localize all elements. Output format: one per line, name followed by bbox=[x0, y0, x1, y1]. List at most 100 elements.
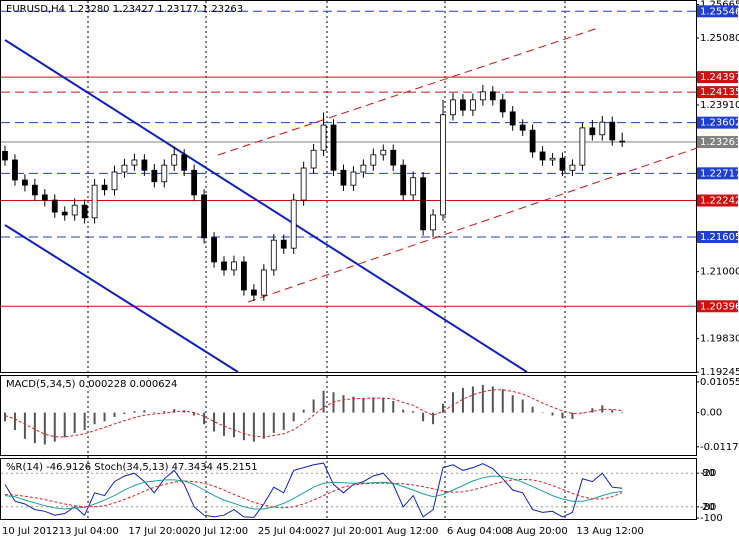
level-label: 1.24397 bbox=[700, 72, 739, 83]
candle-body bbox=[231, 261, 237, 271]
candle-body bbox=[479, 91, 486, 101]
candle-body bbox=[539, 151, 546, 161]
indicator-line bbox=[4, 462, 623, 518]
x-tick-label: 13 Jul 04:00 bbox=[59, 526, 119, 537]
histogram-bar bbox=[223, 412, 226, 436]
candle-body bbox=[221, 261, 227, 271]
candle-body bbox=[22, 179, 28, 186]
histogram-bar bbox=[601, 405, 604, 413]
histogram-bar bbox=[392, 400, 395, 413]
candle-body bbox=[559, 157, 566, 171]
candle-body bbox=[2, 150, 8, 161]
histogram-bar bbox=[203, 412, 206, 425]
level-label: 1.25546 bbox=[700, 6, 739, 17]
level-label: 1.24135 bbox=[700, 87, 739, 98]
candle-body bbox=[81, 204, 88, 219]
histogram-bar bbox=[272, 412, 275, 433]
histogram-bar bbox=[33, 412, 36, 444]
candle-body bbox=[360, 164, 367, 173]
level-box bbox=[697, 136, 738, 149]
y2-tick-label: -80 bbox=[700, 502, 716, 513]
y-tick-label: 1.25665 bbox=[700, 0, 739, 10]
histogram-bar bbox=[451, 392, 454, 413]
candle-body bbox=[241, 261, 247, 291]
y-tick-label: 1.21000 bbox=[700, 267, 739, 278]
indicator-line bbox=[4, 389, 623, 438]
histogram-bar bbox=[83, 412, 86, 431]
histogram-bar bbox=[252, 412, 255, 442]
level-label: 1.21605 bbox=[700, 232, 739, 243]
histogram-bar bbox=[442, 403, 445, 413]
channel-line bbox=[247, 147, 698, 303]
x-tick-label: 20 Jul 12:00 bbox=[188, 526, 248, 537]
candle-body bbox=[330, 124, 337, 171]
x-tick-label: 10 Jul 2012 bbox=[2, 526, 59, 537]
histogram-bar bbox=[123, 412, 126, 415]
histogram-bar bbox=[43, 412, 46, 445]
histogram-bar bbox=[153, 412, 156, 413]
candle-body bbox=[450, 99, 456, 116]
candle-body bbox=[420, 177, 427, 231]
y-tick-label: 1.23910 bbox=[700, 100, 739, 111]
candle-body bbox=[609, 121, 616, 141]
level-box bbox=[697, 5, 738, 18]
candle-body bbox=[12, 159, 18, 181]
histogram-bar bbox=[491, 386, 494, 413]
histogram-bar bbox=[461, 387, 464, 413]
candle-body bbox=[280, 239, 287, 249]
x-tick-label: 13 Aug 12:00 bbox=[576, 526, 643, 537]
macd-panel bbox=[0, 375, 697, 456]
histogram-bar bbox=[103, 412, 106, 422]
level-label: 1.23263 bbox=[700, 137, 739, 148]
histogram-bar bbox=[302, 409, 305, 413]
level-label: 1.20396 bbox=[700, 301, 739, 312]
y-tick-label: 1.19245 bbox=[700, 367, 739, 378]
candle-body bbox=[599, 121, 606, 136]
candle-body bbox=[101, 184, 108, 191]
candle-body bbox=[350, 171, 357, 186]
histogram-bar bbox=[292, 412, 295, 422]
histogram-bar bbox=[362, 398, 365, 413]
candle-body bbox=[161, 164, 168, 183]
candle-body bbox=[390, 149, 397, 166]
level-label: 1.22717 bbox=[700, 168, 739, 179]
histogram-bar bbox=[412, 411, 415, 413]
level-box bbox=[697, 116, 738, 129]
candle-body bbox=[250, 289, 257, 296]
candle-body bbox=[51, 199, 58, 213]
candle-body bbox=[181, 154, 188, 171]
histogram-bar bbox=[113, 412, 116, 417]
histogram-bar bbox=[591, 408, 594, 413]
candle-body bbox=[569, 164, 576, 171]
candle-body bbox=[141, 159, 148, 171]
histogram-bar bbox=[432, 412, 435, 425]
level-box bbox=[697, 194, 738, 207]
histogram-bar bbox=[173, 409, 176, 413]
macd-title: MACD(5,34,5) 0.000228 0.000624 bbox=[6, 379, 177, 390]
y-tick-label: 1.25080 bbox=[700, 33, 739, 44]
histogram-bar bbox=[551, 412, 554, 416]
candle-body bbox=[260, 269, 267, 296]
candle-body bbox=[91, 184, 98, 219]
histogram-bar bbox=[73, 412, 76, 433]
histogram-bar bbox=[262, 412, 265, 439]
candle-body bbox=[171, 154, 178, 166]
y-tick-label: 1.19830 bbox=[700, 334, 739, 345]
y-tick-label: 0.010554 bbox=[700, 377, 739, 388]
histogram-bar bbox=[13, 412, 16, 431]
x-tick-label: 27 Jul 20:00 bbox=[318, 526, 378, 537]
candle-body bbox=[460, 99, 466, 111]
candle-body bbox=[121, 164, 128, 173]
candle-body bbox=[400, 164, 407, 196]
level-box bbox=[697, 71, 738, 84]
x-tick-label: 25 Jul 04:00 bbox=[258, 526, 318, 537]
candle-body bbox=[270, 239, 277, 271]
candle-body bbox=[519, 124, 526, 131]
candle-body bbox=[300, 167, 307, 201]
candle-body bbox=[151, 169, 158, 183]
histogram-bar bbox=[611, 409, 614, 413]
histogram-bar bbox=[163, 411, 166, 413]
histogram-bar bbox=[511, 395, 514, 413]
